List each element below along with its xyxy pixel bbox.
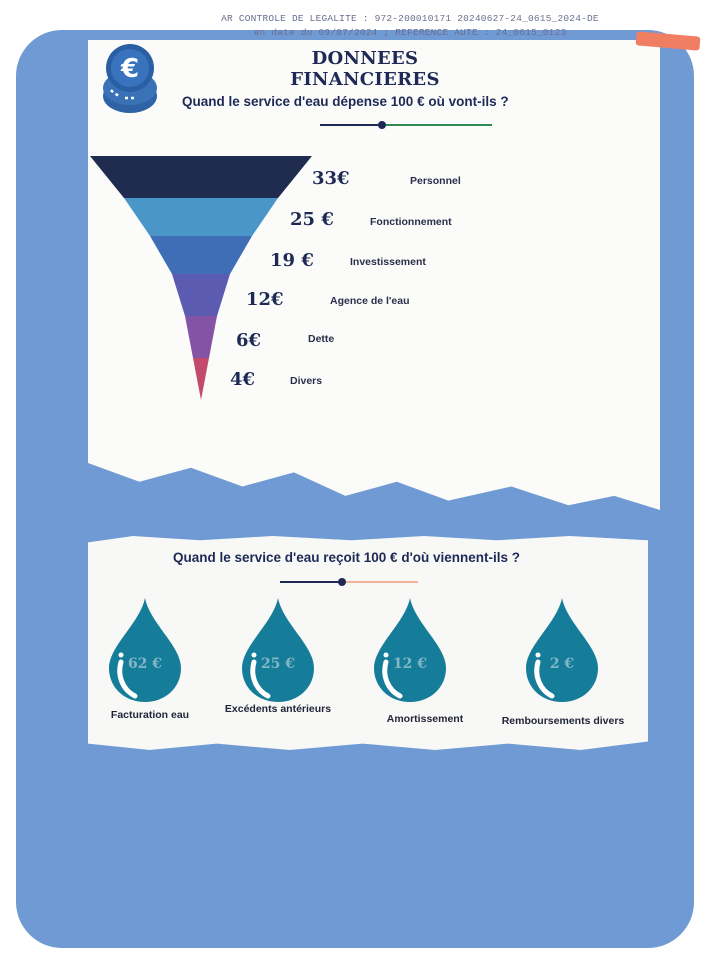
water-drop-icon	[374, 598, 446, 702]
amount-divers: 4€	[230, 369, 256, 390]
stamp-line-2: en date du 09/07/2024 ; REFERENCE AUTE :…	[253, 27, 567, 38]
funnel-segment-personnel	[90, 156, 312, 198]
amount-fonctionnement: 25 €	[290, 209, 334, 230]
income-divider	[280, 578, 418, 586]
amount-agence: 12€	[246, 289, 284, 310]
label-amortissement: Amortissement	[386, 713, 464, 725]
amount-dette: 6€	[236, 330, 262, 351]
funnel-segment-dette	[185, 316, 217, 358]
page-title: DONNEES FINANCIERES	[290, 48, 440, 90]
svg-text:€: €	[120, 54, 139, 84]
funnel-segment-investissement	[150, 236, 252, 274]
label-investissement: Investissement	[350, 256, 426, 268]
spending-funnel	[90, 156, 312, 400]
stamp-line-1: AR CONTROLE DE LEGALITE : 972-200010171 …	[221, 13, 599, 24]
drop-value-remboursements: 2 €	[549, 656, 575, 672]
spending-question: Quand le service d'eau dépense 100 € où …	[182, 94, 509, 109]
label-fonctionnement: Fonctionnement	[370, 216, 452, 228]
amount-investissement: 19 €	[270, 250, 314, 271]
water-drop-icon	[526, 598, 598, 702]
drop-value-facturation: 62 €	[127, 656, 163, 672]
label-remboursements: Remboursements divers	[501, 715, 625, 727]
income-question: Quand le service d'eau reçoit 100 € d'où…	[173, 550, 521, 565]
funnel-segment-fonctionnement	[124, 198, 278, 236]
label-dette: Dette	[308, 333, 335, 345]
legality-stamp: AR CONTROLE DE LEGALITE : 972-200010171 …	[150, 12, 670, 40]
label-facturation: Facturation eau	[110, 709, 190, 721]
label-agence: Agence de l'eau	[330, 295, 410, 307]
label-divers: Divers	[290, 375, 323, 387]
water-drop-icon	[109, 598, 181, 702]
drop-value-amortissement: 12 €	[392, 656, 428, 672]
funnel-segment-divers	[193, 358, 209, 400]
amount-personnel: 33€	[312, 168, 350, 189]
drop-value-excedents: 25 €	[260, 656, 296, 672]
spending-divider	[320, 121, 492, 129]
euro-coin-icon: €	[103, 44, 157, 113]
water-drop-icon	[242, 598, 314, 702]
label-personnel: Personnel	[410, 175, 461, 187]
label-excedents: Excédents antérieurs	[224, 703, 332, 715]
funnel-segment-agence	[172, 274, 230, 316]
